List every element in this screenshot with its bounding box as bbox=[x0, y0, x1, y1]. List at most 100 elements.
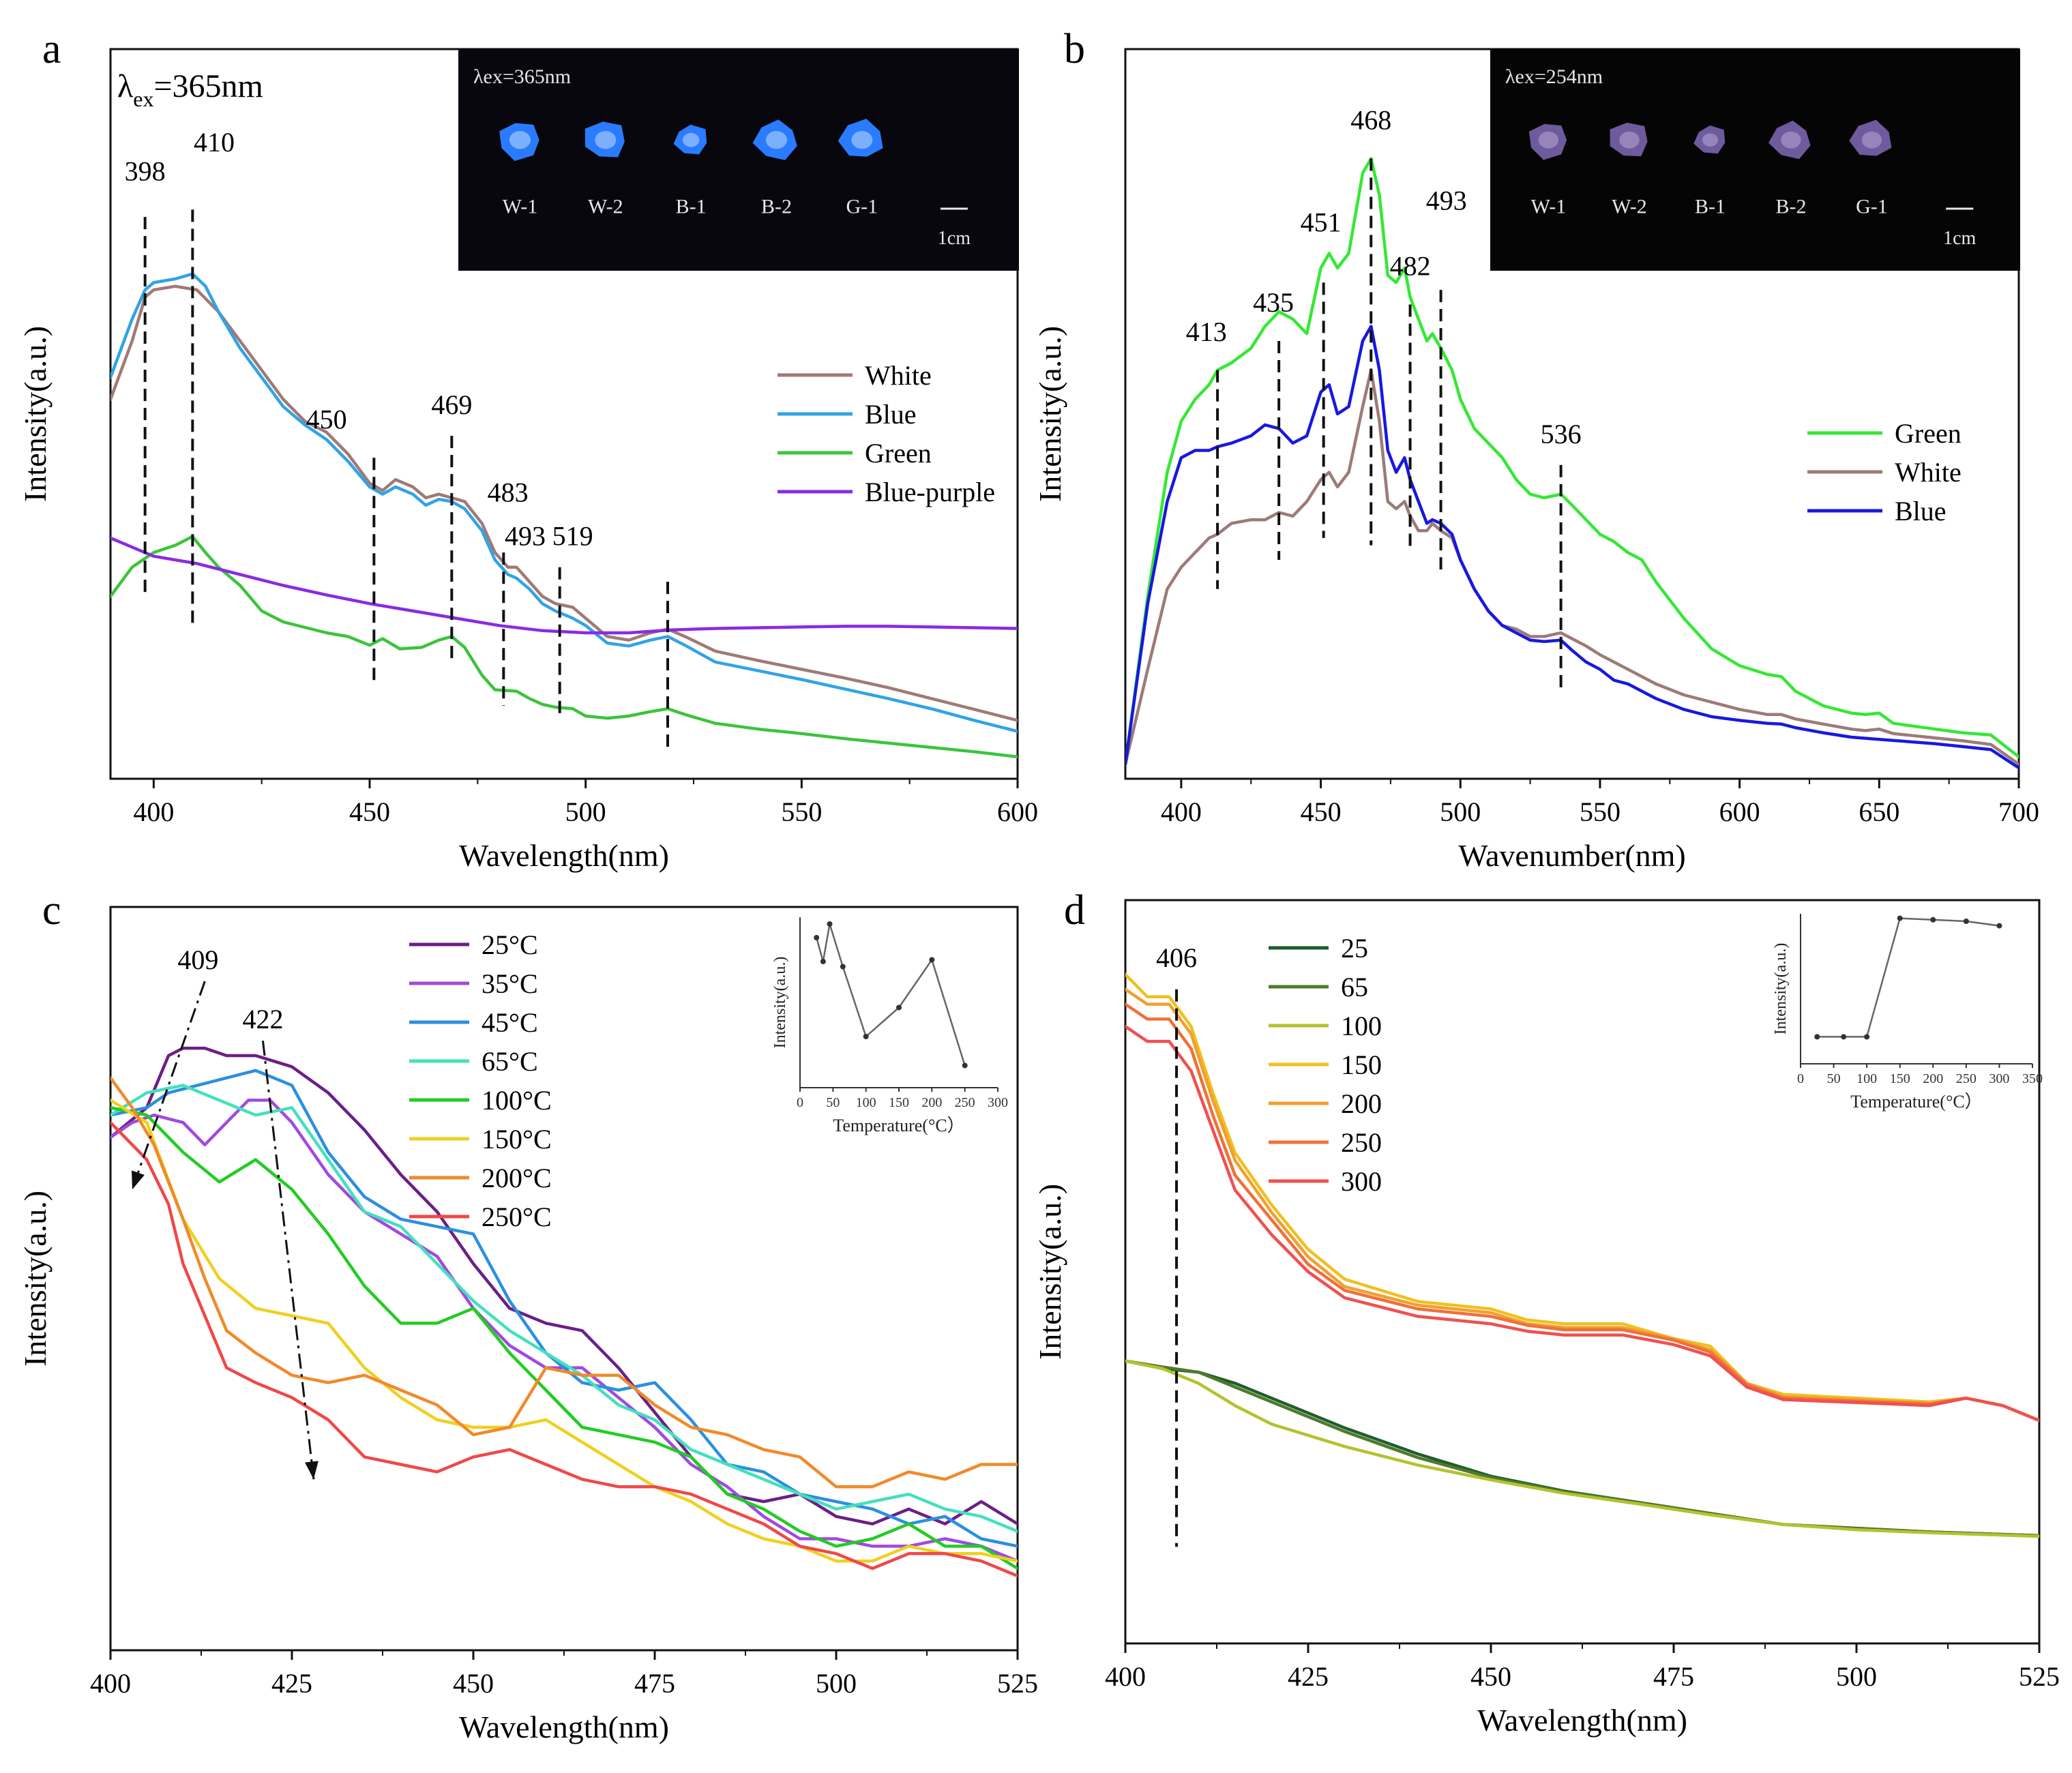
x-tick-label: 450 bbox=[349, 796, 390, 827]
x-tick-label: 500 bbox=[1440, 796, 1481, 827]
peak-label: 398 bbox=[125, 156, 166, 187]
temperature-inset: 0 50 100 150 200 250 300 Temperature(°C） Intensi… bbox=[771, 917, 1008, 1135]
x-tick-label: 525 bbox=[997, 1668, 1038, 1699]
x-tick-label: 650 bbox=[1859, 796, 1899, 827]
temperature-inset: 0 50 100 150 200 250 300 350 Temperature(°C） Inte… bbox=[1772, 914, 2043, 1112]
legend: White Blue Green Blue-purple bbox=[778, 360, 995, 507]
legend-label: 45°C bbox=[482, 1007, 538, 1038]
sample-crystal-glow bbox=[682, 132, 700, 147]
sample-crystal-glow bbox=[851, 131, 873, 149]
x-tick-label: 450 bbox=[453, 1668, 494, 1699]
x-tick-label: 600 bbox=[1719, 796, 1760, 827]
scale-bar-label: 1cm bbox=[1943, 228, 1976, 249]
inset-x-tick-label: 300 bbox=[988, 1095, 1008, 1110]
excitation-label: λex=365nm bbox=[117, 68, 263, 111]
sample-crystal-glow bbox=[1619, 131, 1640, 149]
inset-point bbox=[820, 959, 826, 964]
inset-point bbox=[814, 935, 820, 940]
inset-point bbox=[1814, 1034, 1820, 1040]
series-line-200-c bbox=[110, 1076, 1018, 1489]
legend-label: 25 bbox=[1341, 933, 1368, 964]
inset-x-label: Temperature(°C） bbox=[1850, 1092, 1982, 1112]
x-tick-label: 400 bbox=[1161, 796, 1202, 827]
sample-label: B-1 bbox=[676, 196, 707, 218]
inset-point bbox=[962, 1062, 968, 1069]
legend: Green White Blue bbox=[1807, 418, 1962, 526]
series-line-300 bbox=[1125, 1025, 2039, 1422]
sample-label: B-2 bbox=[1775, 196, 1806, 218]
peak-label: 435 bbox=[1253, 287, 1294, 318]
x-tick-label: 500 bbox=[816, 1668, 857, 1699]
x-tick-label: 400 bbox=[90, 1668, 131, 1699]
inset-x-tick-label: 250 bbox=[955, 1095, 975, 1110]
x-tick-label: 475 bbox=[634, 1668, 675, 1699]
peak-label: 450 bbox=[306, 404, 347, 434]
legend-label: Blue-purple bbox=[865, 477, 995, 507]
x-axis-label: Wavelength(nm) bbox=[1477, 1703, 1687, 1738]
inset-x-tick-label: 50 bbox=[1827, 1071, 1841, 1086]
sample-label: B-2 bbox=[761, 196, 792, 218]
series-group bbox=[110, 272, 1018, 759]
inset-point bbox=[1864, 1034, 1870, 1040]
peak-label: 469 bbox=[431, 389, 472, 420]
x-tick-label: 550 bbox=[781, 796, 822, 827]
series-line-65-c bbox=[110, 1084, 1018, 1533]
legend: 25°C 35°C 45°C 65°C 100°C 150°C 200°C 250°C bbox=[409, 929, 552, 1232]
sample-crystal-glow bbox=[1702, 133, 1718, 147]
series-group bbox=[110, 1046, 1018, 1578]
y-axis-label: Intensity(a.u.) bbox=[18, 326, 53, 502]
peak-label: 482 bbox=[1390, 251, 1431, 282]
inset-point bbox=[1996, 923, 2002, 929]
inset-point bbox=[929, 957, 935, 963]
sample-label: W-2 bbox=[1612, 196, 1647, 218]
inset-y-label: Intensity(a.u.) bbox=[771, 957, 789, 1049]
x-tick-label: 600 bbox=[997, 796, 1038, 827]
peak-label: 468 bbox=[1350, 105, 1391, 136]
y-axis-label: Intensity(a.u.) bbox=[1033, 1184, 1067, 1360]
series-line-35-c bbox=[110, 1099, 1018, 1563]
sample-crystal-glow bbox=[509, 131, 531, 149]
x-tick-label: 450 bbox=[1301, 796, 1342, 827]
legend: 25 65 100 150 200 250 300 bbox=[1269, 933, 1382, 1197]
x-tick-label: 550 bbox=[1580, 796, 1620, 827]
legend-label: 200 bbox=[1341, 1088, 1382, 1119]
inset-x-tick-label: 50 bbox=[826, 1095, 840, 1110]
legend-label: 65°C bbox=[482, 1046, 538, 1077]
legend-label: 25°C bbox=[482, 929, 538, 960]
sample-label: W-1 bbox=[503, 196, 538, 218]
sample-photo-inset: λex=365nm W-1 W-2 B-1 B-2 G-1 1cm bbox=[458, 49, 1019, 271]
panel-a: a 400 450 500 550 600 Wavelength(nm) Intensity(… bbox=[18, 26, 1038, 873]
x-tick-label: 500 bbox=[565, 796, 606, 827]
trend-arrow-head bbox=[132, 1170, 145, 1190]
sample-label: W-2 bbox=[588, 196, 623, 218]
inset-line bbox=[815, 923, 966, 1066]
x-tick-label: 700 bbox=[1998, 796, 2039, 827]
peak-label: 413 bbox=[1186, 316, 1227, 347]
legend-label: Green bbox=[1895, 418, 1962, 449]
x-tick-label: 400 bbox=[133, 796, 174, 827]
inset-point bbox=[1930, 917, 1936, 923]
panel-letter: a bbox=[42, 26, 61, 72]
peak-label: 483 bbox=[488, 477, 529, 507]
x-tick-label: 525 bbox=[2019, 1661, 2060, 1692]
inset-point bbox=[1841, 1034, 1847, 1040]
sample-label: G-1 bbox=[1856, 196, 1888, 218]
sample-crystal-glow bbox=[1538, 131, 1559, 149]
inset-x-tick-label: 150 bbox=[1890, 1071, 1910, 1086]
series-line-green bbox=[1125, 157, 2019, 766]
sample-label: B-1 bbox=[1695, 196, 1726, 218]
peak-label: 519 bbox=[552, 521, 593, 552]
series-line-100 bbox=[1125, 1359, 2039, 1538]
x-tick-label: 450 bbox=[1470, 1661, 1511, 1692]
series-line-blue-purple bbox=[110, 536, 1018, 635]
x-tick-label: 500 bbox=[1836, 1661, 1877, 1692]
x-tick-label: 475 bbox=[1653, 1661, 1694, 1692]
x-tick-label: 425 bbox=[1288, 1661, 1329, 1692]
peak-label: 493 bbox=[1426, 185, 1467, 215]
legend-label: 150 bbox=[1341, 1049, 1382, 1080]
series-group bbox=[1125, 157, 2019, 770]
series-line-green bbox=[110, 535, 1018, 759]
legend-label: 65 bbox=[1341, 972, 1368, 1002]
